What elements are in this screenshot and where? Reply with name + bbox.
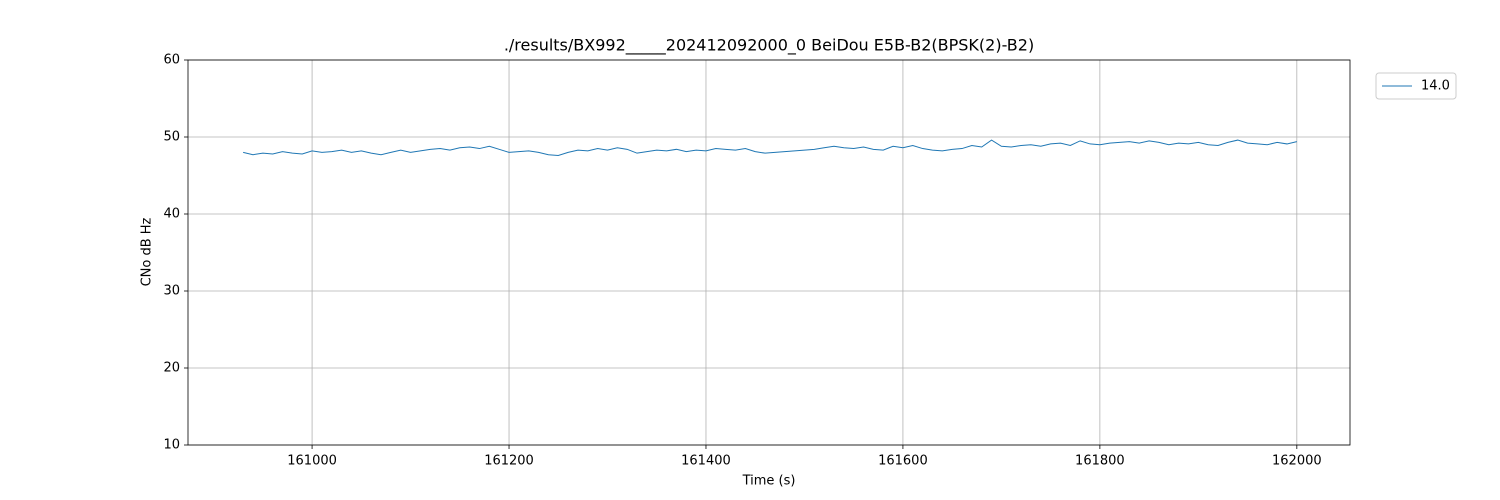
y-tick-label: 30 [163, 284, 180, 299]
x-tick-label: 161200 [484, 454, 534, 469]
x-tick-label: 161000 [287, 454, 337, 469]
y-tick-label: 20 [163, 361, 180, 376]
y-tick-label: 60 [163, 53, 180, 68]
x-tick-label: 162000 [1272, 454, 1322, 469]
x-axis-label: Time (s) [742, 474, 796, 489]
data-line [243, 139, 1297, 156]
y-axis-label: CNo dB Hz [140, 217, 155, 286]
y-tick-label: 10 [163, 438, 180, 453]
legend-label: 14.0 [1421, 79, 1450, 94]
chart-title: ./results/BX992_____202412092000_0 BeiDo… [504, 36, 1034, 56]
y-tick-label: 40 [163, 207, 180, 222]
legend-box [1375, 72, 1457, 100]
x-tick-label: 161600 [878, 454, 928, 469]
x-tick-label: 161400 [681, 454, 731, 469]
y-tick-label: 50 [163, 130, 180, 145]
plot-frame [187, 59, 1351, 446]
x-tick-label: 161800 [1075, 454, 1125, 469]
